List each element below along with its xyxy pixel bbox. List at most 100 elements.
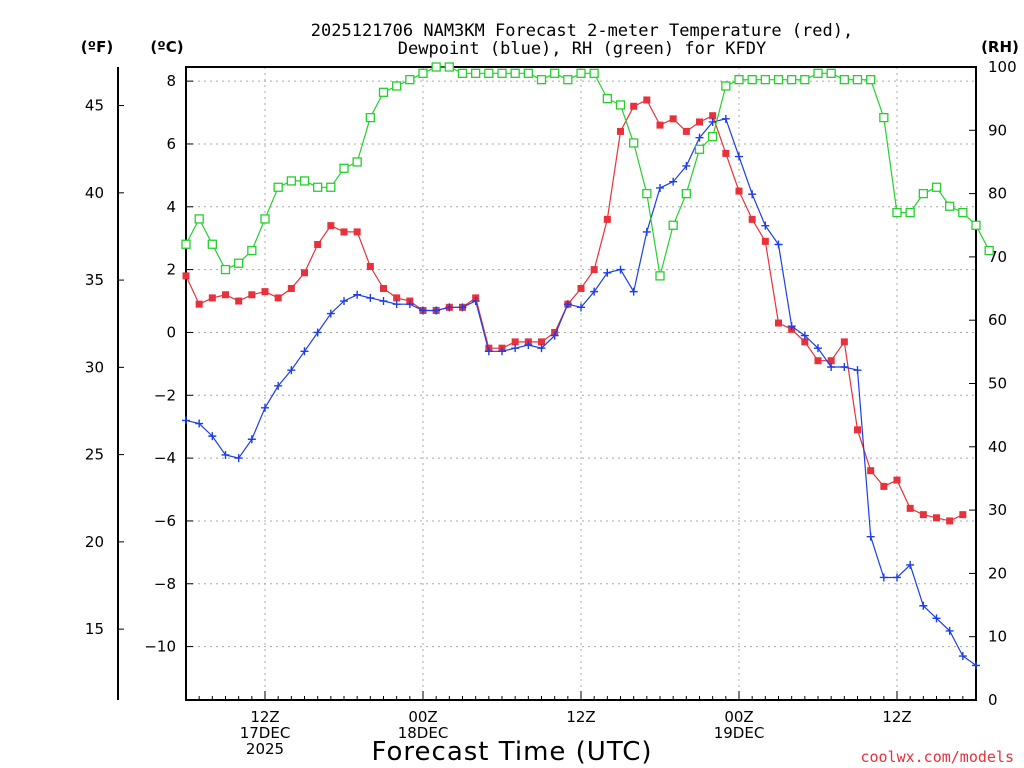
dewpoint-point [603,268,612,277]
rh-tick-label: 80 [988,185,1007,203]
rh-point [655,271,665,281]
temperature-point [590,266,598,274]
temperature-point [735,187,743,195]
dewpoint-point [353,290,362,299]
dewpoint-point [182,416,190,425]
temperature-point [801,338,809,346]
dewpoint-point [498,347,506,356]
rh-point [392,81,402,91]
fahrenheit-tick-label: 45 [85,97,104,115]
x-tick-label: 12Z [566,708,595,726]
dewpoint-point [642,227,651,236]
rh-point [313,182,323,192]
rh-point [668,220,678,230]
dewpoint-point [800,331,809,340]
dewpoint-point [392,300,401,309]
rh-point [694,144,705,154]
dewpoint-point [629,287,638,296]
celsius-tick-label: 0 [166,323,176,341]
dewpoint-point [708,117,717,126]
temperature-point [761,237,769,245]
rh-tick-label: 10 [988,628,1007,646]
rh-point [550,68,560,78]
dewpoint-point [563,300,572,309]
rh-point [234,258,244,268]
temperature-point [682,127,690,135]
dewpoint-point [761,221,770,230]
temperature-point [630,102,638,110]
chart-title-line-1: 2025121706 NAM3KM Forecast 2-meter Tempe… [311,21,853,41]
dewpoint-point [972,661,980,670]
rh-point [787,75,797,85]
dewpoint-point [484,347,493,356]
temperature-point [709,112,717,120]
dewpoint-point [840,363,849,372]
rh-point [536,75,547,85]
rh-point [813,68,823,78]
rh-point [457,68,468,78]
rh-point [497,68,507,78]
fahrenheit-tick-label: 20 [85,533,104,551]
temperature-point [340,228,348,236]
rh-point [773,75,784,85]
dewpoint-point [774,240,783,249]
rh-point [681,188,691,199]
rh-point [576,68,586,78]
temperature-point [393,294,401,302]
dewpoint-point [814,344,822,353]
rh-point [431,62,441,72]
dewpoint-point [419,306,427,315]
dewpoint-point [234,454,243,463]
rh-point [563,75,573,85]
x-tick-label: 00Z [408,708,437,726]
temperature-point [906,504,914,512]
rh-point [444,62,454,72]
fahrenheit-tick-label: 40 [85,184,104,202]
rh-point [642,188,652,199]
temperature-point [933,514,940,522]
dewpoint-point [208,432,217,441]
rh-tick-label: 100 [988,58,1017,76]
temperature-point [182,272,190,280]
temperature-point [656,121,664,129]
fahrenheit-unit-label: (ºF) [81,38,113,56]
dewpoint-point [721,114,730,123]
dewpoint-point [879,573,888,582]
dewpoint-point [471,297,480,306]
x-tick-label: 17DEC [240,724,291,742]
temperature-point [274,294,282,302]
rh-point [589,68,599,78]
x-tick-label: 12Z [250,708,279,726]
temperature-point [511,338,519,346]
rh-point [273,182,283,192]
celsius-tick-label: −10 [144,638,176,656]
series-layer [181,62,994,670]
rh-point [405,75,415,85]
dewpoint-point [656,183,664,192]
dewpoint-point [735,152,743,161]
rh-point [760,75,770,85]
dewpoint-point [787,322,796,331]
rh-point [905,207,915,218]
plot-frame [185,66,977,701]
temperature-point [814,357,822,365]
rh-point [326,182,336,192]
temperature-point [748,215,756,223]
dewpoint-point [445,303,454,312]
temperature-point [380,284,387,292]
fahrenheit-tick-label: 30 [85,358,104,376]
rh-tick-label: 90 [988,121,1007,139]
rh-point [339,163,349,173]
temperature-point [248,291,256,299]
rh-point [260,214,270,224]
chart-title-line-2: Dewpoint (blue), RH (green) for KFDY [398,39,766,59]
dewpoint-point [195,419,204,428]
temperature-point [577,284,585,292]
celsius-tick-label: 4 [166,198,176,216]
dewpoint-point [274,381,283,390]
temperature-point [287,284,295,292]
dewpoint-point [458,303,467,312]
celsius-tick-label: −8 [154,575,176,593]
dewpoint-point [287,366,296,375]
